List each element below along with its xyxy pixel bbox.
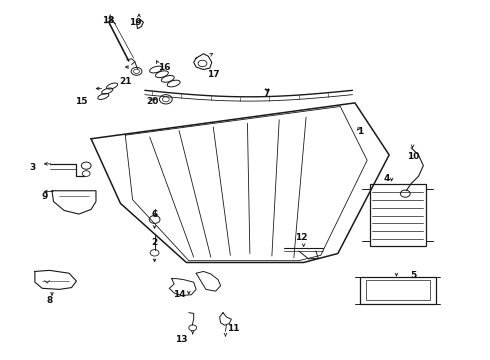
Text: 4: 4: [384, 174, 390, 183]
Text: 6: 6: [151, 210, 158, 219]
Text: 1: 1: [357, 127, 363, 136]
Text: 21: 21: [119, 77, 131, 86]
Text: 9: 9: [42, 192, 48, 201]
Text: 7: 7: [264, 89, 270, 98]
Text: 15: 15: [75, 96, 88, 105]
Text: 13: 13: [175, 335, 188, 344]
Text: 14: 14: [172, 290, 185, 299]
Text: 16: 16: [158, 63, 171, 72]
Text: 17: 17: [207, 70, 220, 79]
Text: 3: 3: [29, 163, 36, 172]
Text: 18: 18: [102, 16, 115, 25]
Text: 2: 2: [151, 238, 158, 247]
Text: 5: 5: [411, 270, 416, 279]
Bar: [360, 277, 436, 304]
Text: 10: 10: [407, 152, 420, 161]
Text: 12: 12: [295, 233, 307, 242]
Text: 20: 20: [146, 96, 158, 105]
Bar: [366, 280, 430, 300]
Text: 8: 8: [47, 296, 53, 305]
Text: 11: 11: [226, 324, 239, 333]
Text: 19: 19: [129, 18, 142, 27]
